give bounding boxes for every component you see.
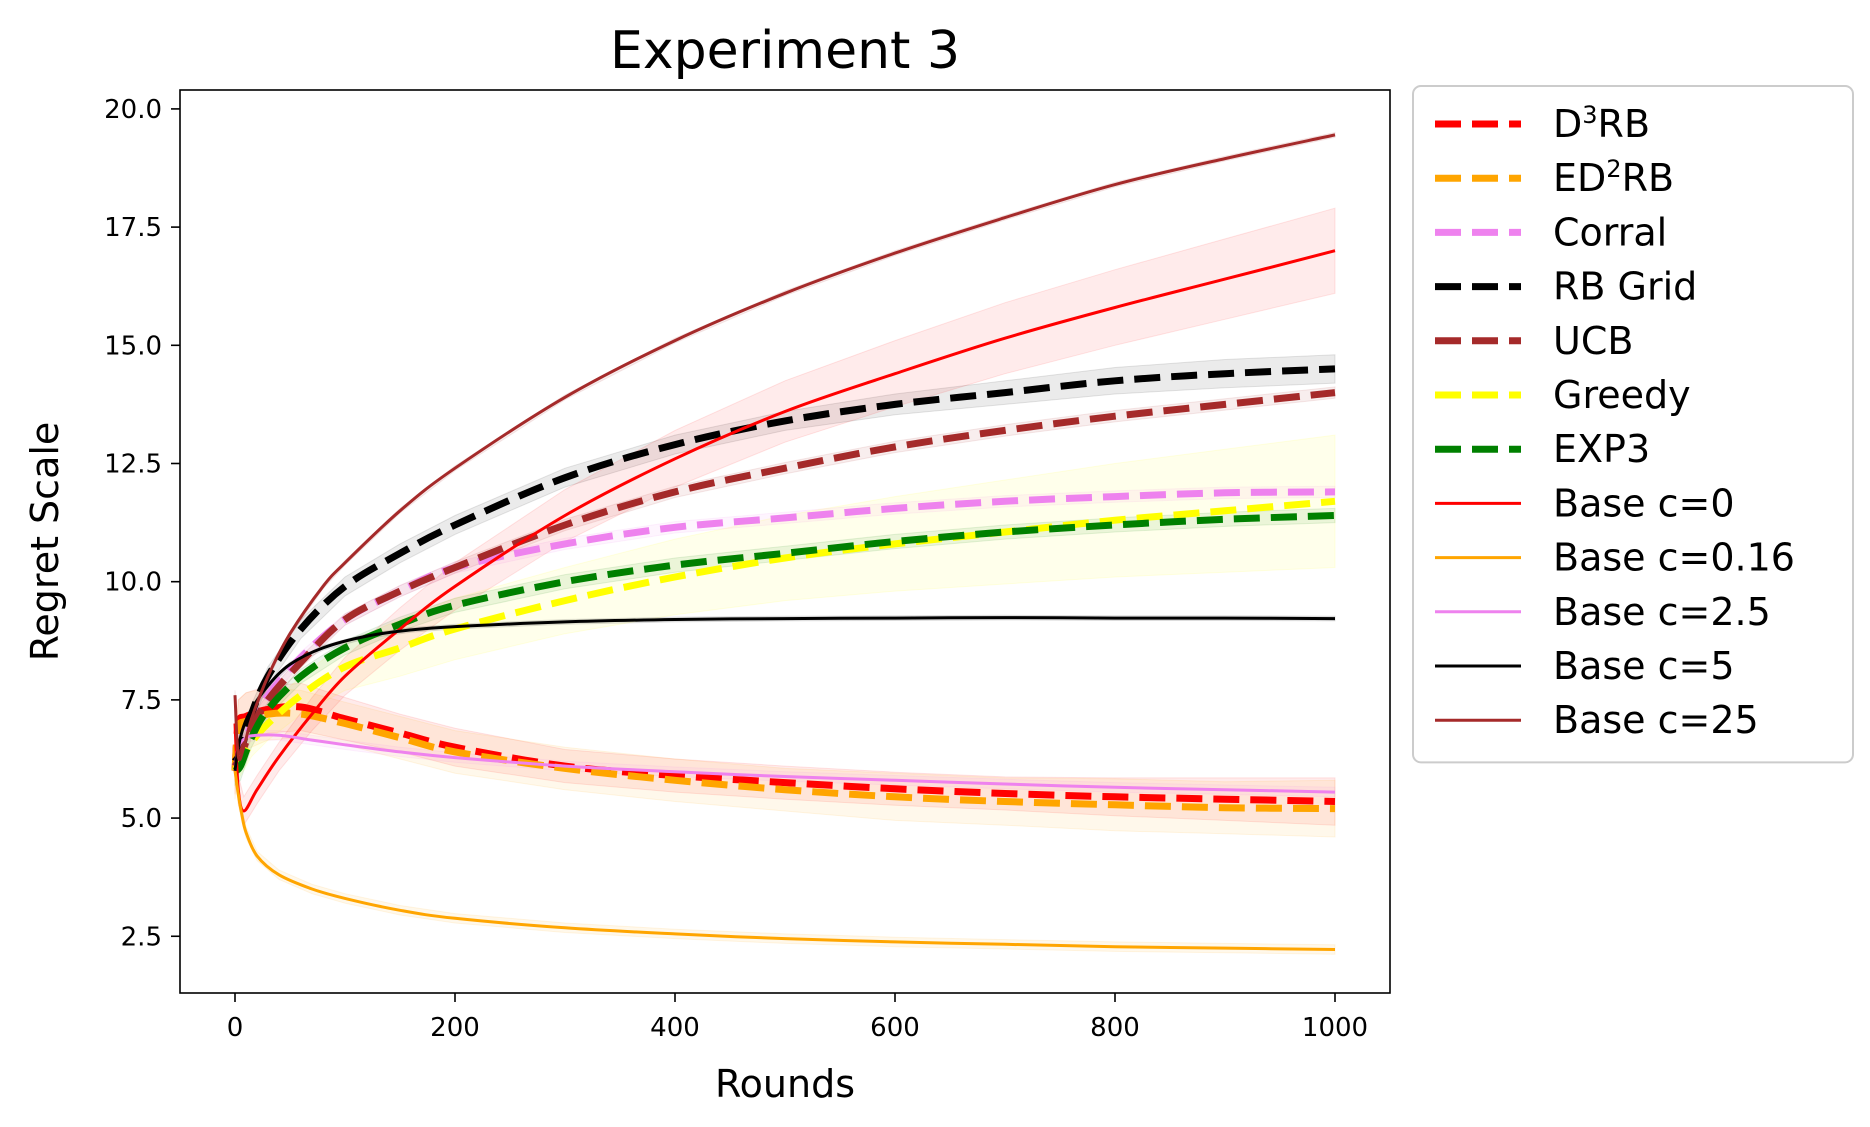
legend-box <box>1412 85 1854 764</box>
legend-label-main: Base c=2.5 <box>1553 590 1771 634</box>
legend-label-main: RB Grid <box>1553 265 1697 309</box>
line-base-c-5 <box>233 616 1336 772</box>
band-rb-grid <box>234 354 1336 778</box>
band-greedy <box>234 434 1336 787</box>
legend-label-main: Greedy <box>1553 373 1691 417</box>
x-tick-label: 200 <box>430 1013 480 1043</box>
legend-label: ED2RB <box>1553 155 1674 200</box>
y-tick-label: 12.5 <box>104 449 162 479</box>
line-base-c-2-5 <box>233 733 1336 794</box>
legend-label-superscript: 2 <box>1606 155 1621 183</box>
legend-label-main: Corral <box>1553 210 1667 254</box>
legend-item-base-c-25: Base c=25 <box>1435 698 1759 742</box>
legend-label: EXP3 <box>1553 427 1650 471</box>
x-tick-label: 400 <box>650 1013 700 1043</box>
legend-label: Base c=0.16 <box>1553 536 1795 580</box>
legend-label-main: EXP3 <box>1553 427 1650 471</box>
y-tick-label: 17.5 <box>104 213 162 243</box>
band-exp3 <box>234 507 1336 787</box>
y-tick-label: 7.5 <box>121 686 162 716</box>
legend-label-main: Base c=5 <box>1553 644 1735 688</box>
legend-item-base-c-0: Base c=0 <box>1435 481 1735 525</box>
plot-area-frame <box>179 89 1391 994</box>
legend-label-main: ED <box>1553 156 1606 200</box>
series-lines <box>231 133 1336 951</box>
line-ucb <box>231 389 1336 768</box>
line-base-c-0-16 <box>233 770 1336 951</box>
x-axis-label: Rounds <box>715 1062 855 1106</box>
band-base-c-0-16 <box>234 761 1336 955</box>
line-base-c-0 <box>233 249 1336 813</box>
legend-label: Corral <box>1553 210 1667 254</box>
legend-item-greedy: Greedy <box>1435 373 1691 417</box>
x-tick-label: 800 <box>1090 1013 1140 1043</box>
legend-label-superscript: 3 <box>1582 101 1597 129</box>
x-tick-label: 1000 <box>1302 1013 1368 1043</box>
legend-item-exp3: EXP3 <box>1435 427 1650 471</box>
legend-label-main: Base c=25 <box>1553 698 1759 742</box>
x-axis-ticks: 0 200 400 600 800 1000 <box>227 993 1368 1043</box>
x-tick-label: 600 <box>870 1013 920 1043</box>
x-tick-label: 0 <box>227 1013 244 1043</box>
y-axis-label: Regret Scale <box>23 422 67 662</box>
line-base-c-25 <box>233 133 1336 762</box>
legend-label-rest: RB <box>1622 156 1674 200</box>
y-tick-label: 10.0 <box>104 568 162 598</box>
legend-item-ed-rb: ED2RB <box>1435 155 1674 200</box>
y-tick-label: 5.0 <box>121 804 162 834</box>
legend-label: UCB <box>1553 319 1633 363</box>
legend-label: RB Grid <box>1553 265 1697 309</box>
legend-label: D3RB <box>1553 101 1650 146</box>
legend-item-ucb: UCB <box>1435 319 1633 363</box>
band-ed-rb <box>234 687 1336 838</box>
y-tick-label: 20.0 <box>104 95 162 125</box>
band-d-rb <box>234 682 1336 826</box>
y-tick-label: 15.0 <box>104 331 162 361</box>
legend-item-base-c-0-16: Base c=0.16 <box>1435 536 1795 580</box>
legend-label: Greedy <box>1553 373 1691 417</box>
legend-label-main: Base c=0 <box>1553 481 1735 525</box>
legend-label: Base c=25 <box>1553 698 1759 742</box>
legend-label-main: Base c=0.16 <box>1553 536 1795 580</box>
y-axis-ticks: 2.5 5.0 7.5 10.0 12.5 15.0 17.5 20.0 <box>104 95 180 952</box>
chart-title: Experiment 3 <box>610 21 960 81</box>
line-greedy <box>231 497 1336 773</box>
y-tick-label: 2.5 <box>121 922 162 952</box>
legend-label: Base c=5 <box>1553 644 1735 688</box>
legend-label: Base c=0 <box>1553 481 1735 525</box>
confidence-bands <box>234 131 1336 955</box>
line-exp3 <box>232 512 1336 775</box>
legend-label-main: D <box>1553 102 1582 146</box>
line-ed-rb <box>231 709 1336 813</box>
legend-item-base-c-5: Base c=5 <box>1435 644 1735 688</box>
legend-label-rest: RB <box>1598 102 1650 146</box>
legend-label: Base c=2.5 <box>1553 590 1771 634</box>
legend-item-base-c-2-5: Base c=2.5 <box>1435 590 1771 634</box>
legend-item-corral: Corral <box>1435 210 1667 254</box>
legend-item-rb-grid: RB Grid <box>1435 265 1697 309</box>
legend-item-d-rb: D3RB <box>1435 101 1650 146</box>
band-base-c-0 <box>234 207 1336 827</box>
legend-label-main: UCB <box>1553 319 1633 363</box>
